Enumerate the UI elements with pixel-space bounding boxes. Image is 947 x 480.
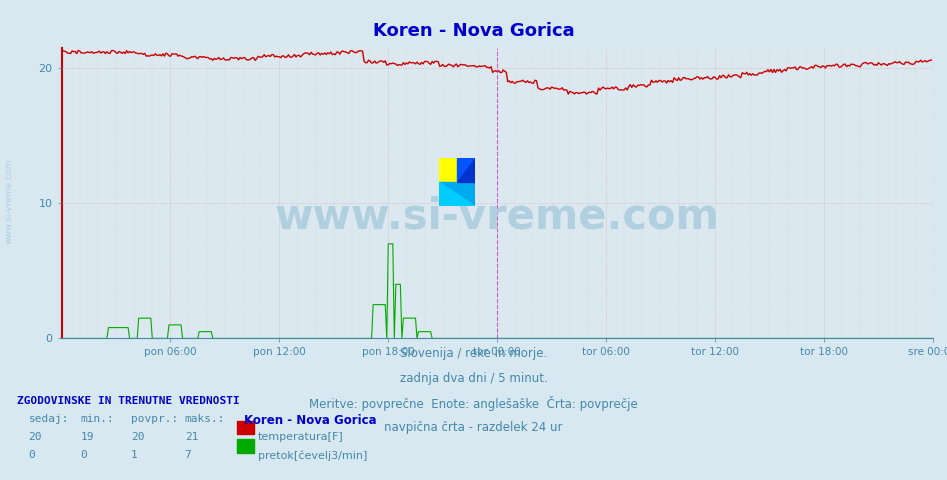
Text: zadnja dva dni / 5 minut.: zadnja dva dni / 5 minut. [400, 372, 547, 384]
Polygon shape [457, 158, 475, 182]
Text: Koren - Nova Gorica: Koren - Nova Gorica [373, 22, 574, 40]
Bar [237, 421, 254, 434]
Polygon shape [439, 182, 475, 206]
Text: 20: 20 [28, 432, 42, 442]
Text: Slovenija / reke in morje.: Slovenija / reke in morje. [400, 347, 547, 360]
Text: temperatura[F]: temperatura[F] [258, 432, 344, 442]
Polygon shape [439, 182, 475, 206]
Text: www.si-vreme.com: www.si-vreme.com [275, 195, 720, 238]
Text: sedaj:: sedaj: [28, 414, 69, 424]
Text: maks.:: maks.: [185, 414, 225, 424]
Text: 19: 19 [80, 432, 94, 442]
Text: www.si-vreme.com: www.si-vreme.com [5, 159, 14, 244]
Text: min.:: min.: [80, 414, 115, 424]
Text: 0: 0 [80, 450, 87, 460]
Text: navpična črta - razdelek 24 ur: navpična črta - razdelek 24 ur [384, 421, 563, 434]
Text: 21: 21 [185, 432, 198, 442]
Text: Meritve: povprečne  Enote: anglešaške  Črta: povprečje: Meritve: povprečne Enote: anglešaške Črt… [309, 396, 638, 411]
Bar [237, 439, 254, 453]
Text: 0: 0 [28, 450, 35, 460]
Text: 7: 7 [185, 450, 191, 460]
Text: ZGODOVINSKE IN TRENUTNE VREDNOSTI: ZGODOVINSKE IN TRENUTNE VREDNOSTI [17, 396, 240, 406]
Text: 20: 20 [131, 432, 144, 442]
Text: pretok[čevelj3/min]: pretok[čevelj3/min] [258, 450, 366, 461]
Text: 1: 1 [131, 450, 137, 460]
Text: Koren - Nova Gorica: Koren - Nova Gorica [244, 414, 377, 427]
Bar [439, 158, 457, 182]
Bar [457, 158, 475, 182]
Text: povpr.:: povpr.: [131, 414, 178, 424]
